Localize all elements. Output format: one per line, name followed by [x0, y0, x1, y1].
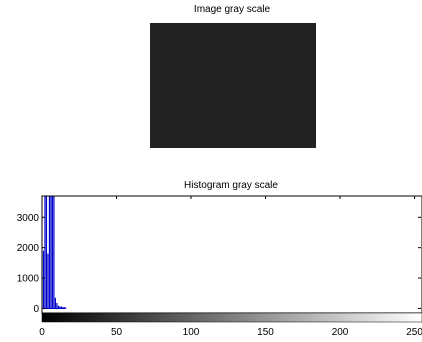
x-axis: 0 50 100 150 200 250	[39, 196, 422, 338]
x-tick-label: 250	[406, 327, 422, 338]
plot-area	[41, 195, 422, 314]
y-tick-label: 0	[33, 304, 39, 315]
y-tick-label: 1000	[17, 274, 40, 285]
x-tick-label: 100	[183, 327, 200, 338]
y-tick-label: 3000	[17, 213, 40, 224]
histogram-bars	[42, 196, 67, 309]
grayscale-image	[150, 23, 316, 148]
y-tick-label: 2000	[17, 243, 40, 254]
image-title: Image gray scale	[193, 4, 271, 15]
x-tick-label: 50	[111, 327, 123, 338]
y-axis: 0 1000 2000 3000	[17, 213, 421, 315]
x-tick-label: 200	[332, 327, 349, 338]
x-tick-label: 150	[257, 327, 274, 338]
x-tick-label: 0	[39, 327, 45, 338]
histogram-title: Histogram gray scale	[184, 180, 278, 191]
gray-colorbar	[41, 312, 422, 323]
